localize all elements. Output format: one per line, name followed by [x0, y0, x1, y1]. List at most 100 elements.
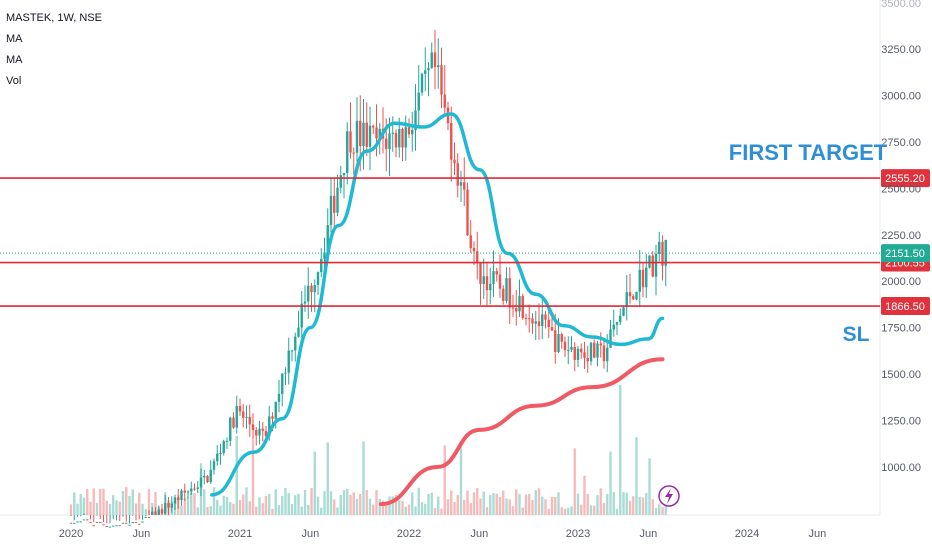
volume-bar: [115, 500, 118, 515]
volume-bar: [472, 492, 476, 515]
candle-body: [203, 475, 206, 478]
indicator-vol[interactable]: Vol: [6, 75, 22, 87]
price-axis: 1000.00 1250.00 1500.00 1750.00 2000.00 2250.…: [881, 0, 921, 474]
candle-body: [606, 347, 609, 362]
candle-body: [495, 271, 498, 275]
volume-bar: [349, 494, 352, 515]
candle-body: [271, 416, 274, 419]
candle-body: [664, 240, 667, 266]
candle-body: [86, 519, 89, 521]
indicator-ma-1[interactable]: MA: [6, 33, 23, 45]
candle-body: [359, 120, 362, 146]
candle-body: [108, 526, 112, 528]
volume-bar: [255, 506, 258, 515]
candle-body: [583, 352, 586, 358]
volume-bar: [661, 507, 664, 515]
candle-body: [625, 292, 628, 308]
volume-bar: [89, 501, 92, 515]
candle-body: [505, 278, 508, 301]
volume-bar: [125, 487, 128, 515]
candle-body: [469, 235, 472, 249]
volume-bar: [300, 506, 303, 515]
indicator-ma-2[interactable]: MA: [6, 54, 23, 66]
lightning-icon[interactable]: [658, 485, 680, 507]
volume-bar: [203, 489, 206, 515]
volume-bar: [547, 508, 550, 515]
volume-bar: [352, 492, 355, 515]
candle-body: [92, 525, 95, 527]
candle-body: [547, 319, 550, 328]
candle-body: [339, 175, 342, 188]
volume-bar: [635, 437, 638, 515]
volume-bar: [664, 503, 667, 515]
volume-bar: [485, 507, 489, 515]
volume-bar: [326, 442, 329, 515]
candle-body: [76, 521, 79, 523]
candle-body: [154, 511, 157, 515]
candle-body: [222, 441, 225, 454]
x-tick-label: Jun: [302, 528, 320, 540]
candle-body: [498, 274, 502, 289]
candle-body: [450, 123, 453, 160]
volume-bar: [186, 497, 190, 515]
candle-body: [472, 248, 476, 252]
volume-bar: [430, 492, 433, 515]
candle-body: [398, 128, 401, 148]
volume-bar: [407, 504, 411, 515]
candle-body: [346, 131, 349, 173]
volume-bar: [495, 493, 498, 515]
y-tick-label: 2500.00: [881, 183, 921, 195]
candle-body: [619, 315, 622, 323]
volume-bar: [102, 488, 105, 515]
volume-bar: [489, 495, 492, 515]
volume-bars: [69, 385, 667, 515]
volume-bar: [212, 487, 216, 515]
symbol-title[interactable]: MASTEK, 1W, NSE: [6, 12, 102, 24]
x-tick-label: 2020: [59, 528, 83, 540]
volume-bar: [105, 500, 108, 515]
y-tick-label: 3250.00: [881, 44, 921, 56]
x-tick-label: 2024: [735, 528, 759, 540]
candle-body: [658, 241, 661, 254]
candle-body: [485, 276, 489, 291]
candle-body: [411, 129, 414, 135]
candle-body: [567, 349, 570, 351]
candle-body: [378, 128, 381, 139]
candle-body: [466, 189, 469, 236]
volume-bar: [654, 508, 658, 515]
candle-body: [173, 497, 177, 504]
volume-bar: [622, 492, 625, 515]
volume-bar: [554, 496, 557, 515]
volume-bar: [476, 488, 479, 515]
candle-body: [463, 182, 466, 190]
volume-bar: [248, 501, 251, 515]
volume-bar: [589, 505, 593, 515]
volume-bar: [560, 507, 563, 515]
volume-bar: [482, 491, 485, 515]
volume-bar: [277, 505, 281, 515]
volume-bar: [154, 492, 157, 515]
candle-body: [261, 428, 264, 431]
candle-body: [557, 333, 560, 353]
level-badge-label: 1866.50: [885, 301, 925, 313]
candle-body: [502, 288, 505, 301]
volume-bar: [388, 496, 391, 515]
x-tick-label: Jun: [471, 528, 489, 540]
candle-body: [420, 73, 424, 93]
volume-bar: [541, 496, 544, 515]
candle-body: [277, 393, 281, 402]
candle-body: [612, 324, 615, 330]
volume-bar: [219, 505, 222, 515]
volume-bar: [310, 487, 313, 515]
y-tick-label: 1000.00: [881, 462, 921, 474]
volume-bar: [515, 489, 518, 515]
volume-bar: [524, 494, 528, 515]
volume-bar: [596, 495, 599, 515]
candle-body: [160, 509, 164, 514]
volume-bar: [112, 495, 115, 515]
candle-body: [131, 522, 134, 524]
volume-bar: [498, 496, 502, 515]
candle-body: [427, 67, 430, 71]
